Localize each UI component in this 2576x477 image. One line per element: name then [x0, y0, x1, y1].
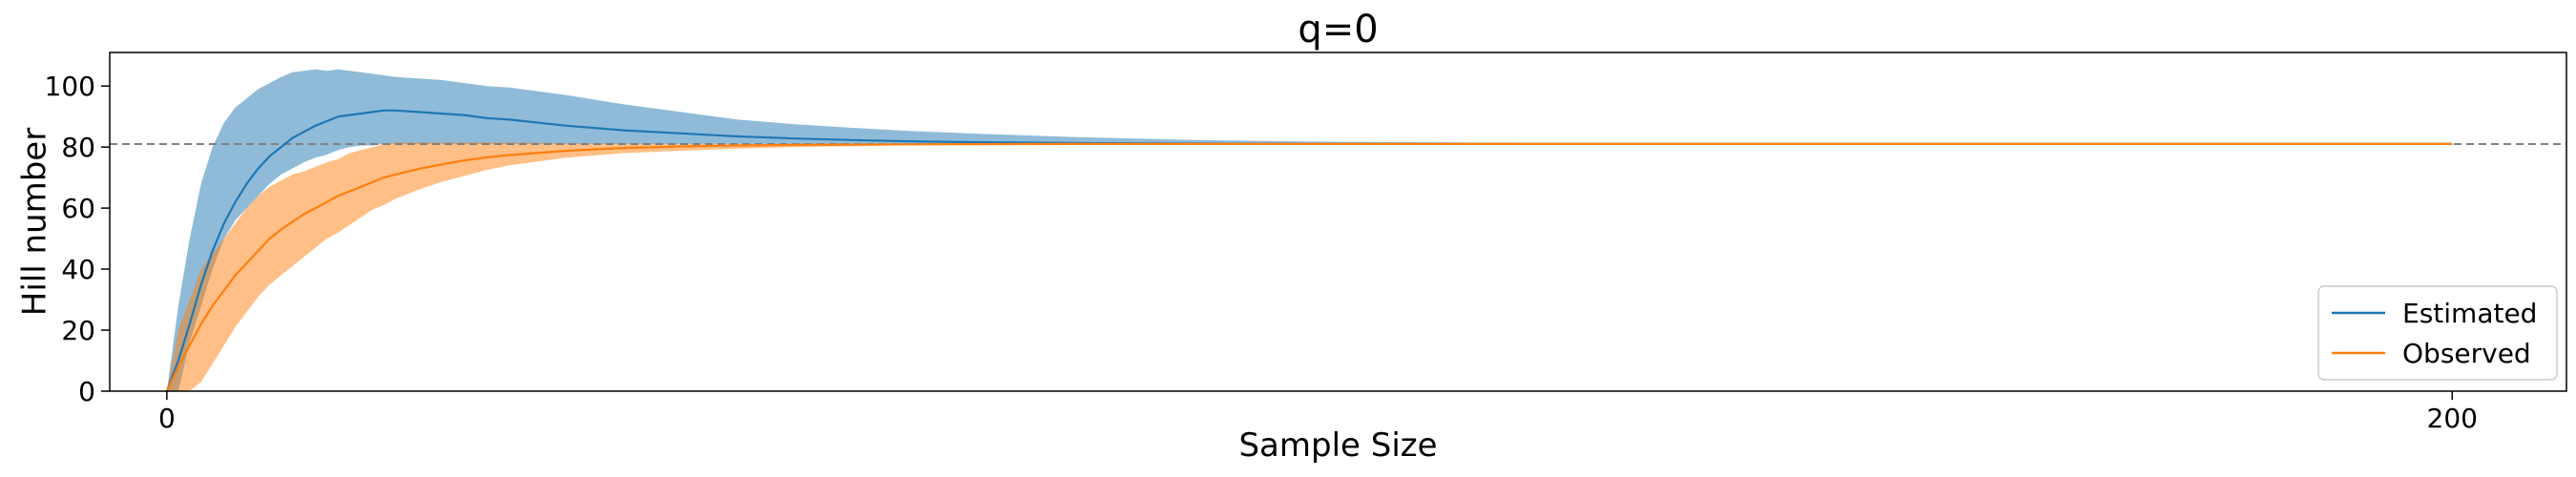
- observed-series-line: [165, 142, 2453, 392]
- plot-frame: [109, 52, 2567, 392]
- x-tick-label: 200: [2427, 403, 2478, 434]
- y-tick-label: 20: [61, 315, 95, 346]
- estimated-confidence-band: [166, 69, 2453, 391]
- x-axis: 0 200: [158, 391, 2478, 434]
- y-tick-label: 40: [61, 254, 95, 285]
- legend-box: [2317, 285, 2558, 381]
- y-axis: 0 20 40 60 80 100: [45, 71, 110, 407]
- legend: Estimated Observed: [2317, 285, 2558, 381]
- y-tick-label: 60: [61, 193, 95, 224]
- observed-legend-label: Observed: [2402, 338, 2531, 369]
- y-tick-label: 80: [61, 132, 95, 163]
- y-tick-label: 0: [78, 376, 95, 407]
- estimated-legend-label: Estimated: [2402, 298, 2537, 329]
- chart-title: q=0: [1298, 8, 1378, 52]
- observed-confidence-band: [166, 142, 2453, 392]
- x-tick-label: 0: [158, 403, 176, 434]
- series-lines: [165, 109, 2453, 392]
- x-axis-title: Sample Size: [1238, 426, 1437, 465]
- y-tick-label: 100: [45, 71, 95, 102]
- y-axis-title: Hill number: [16, 128, 54, 316]
- confidence-bands: [166, 69, 2453, 392]
